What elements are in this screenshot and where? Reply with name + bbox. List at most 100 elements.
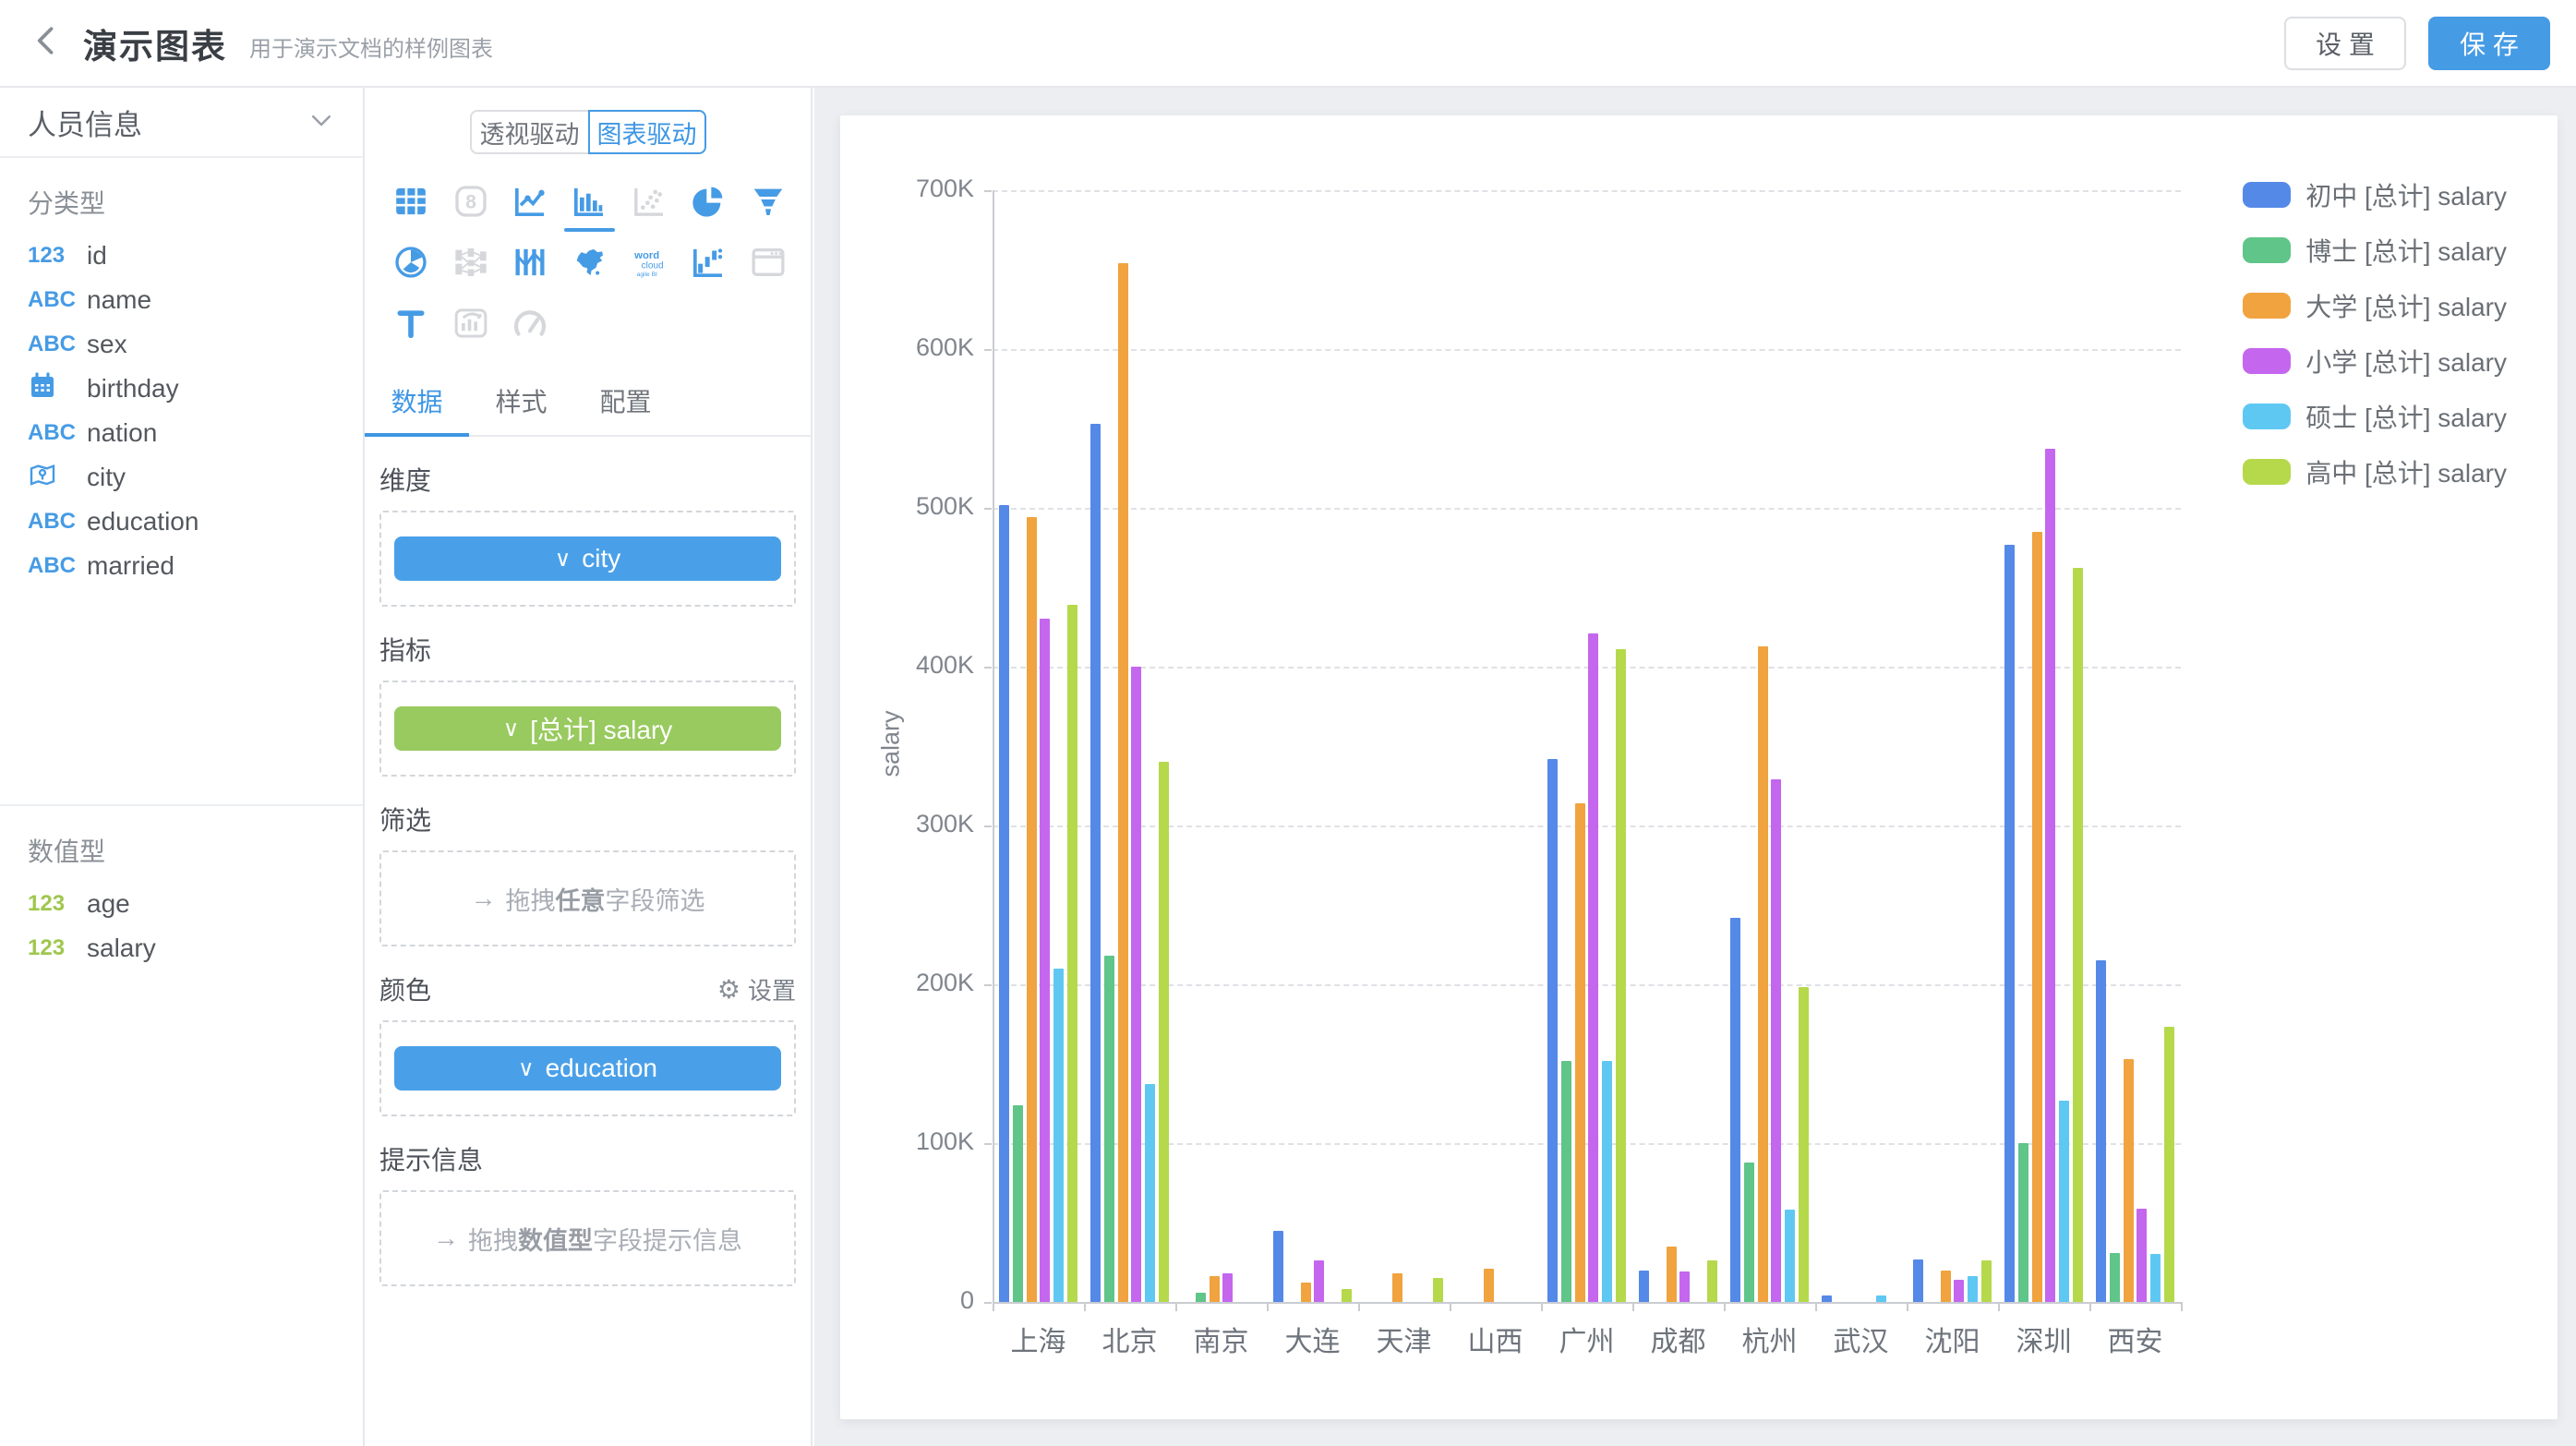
chevron-down-icon[interactable]: ∨ xyxy=(517,1055,535,1081)
bar[interactable] xyxy=(1547,759,1558,1302)
dimension-dropzone[interactable]: ∨ city xyxy=(379,511,796,607)
mode-tab-chart[interactable]: 图表驱动 xyxy=(587,110,706,154)
bar[interactable] xyxy=(2150,1254,2161,1302)
sidebar-field-education[interactable]: ABC education xyxy=(0,500,363,544)
bar[interactable] xyxy=(1602,1061,1612,1302)
bar[interactable] xyxy=(2124,1059,2134,1302)
tab-data[interactable]: 数据 xyxy=(365,368,469,437)
word-cloud-icon[interactable]: word cloud agile BI xyxy=(620,232,679,293)
metric-pill-salary[interactable]: ∨ [总计] salary xyxy=(394,706,781,751)
legend-item[interactable]: 小学 [总计] salary xyxy=(2243,343,2507,380)
bar[interactable] xyxy=(1941,1271,1951,1302)
bar[interactable] xyxy=(1561,1061,1571,1302)
bar[interactable] xyxy=(2073,568,2083,1302)
bar[interactable] xyxy=(1758,646,1768,1302)
bar[interactable] xyxy=(1679,1271,1690,1302)
china-map-icon[interactable] xyxy=(560,232,619,293)
legend-item[interactable]: 大学 [总计] salary xyxy=(2243,287,2507,324)
bar[interactable] xyxy=(1799,987,1809,1302)
back-button[interactable] xyxy=(26,23,66,64)
bar[interactable] xyxy=(1616,649,1626,1302)
radar-chart-icon[interactable] xyxy=(381,232,440,293)
chevron-down-icon[interactable]: ∨ xyxy=(554,546,572,572)
bar[interactable] xyxy=(1145,1084,1155,1302)
bar[interactable] xyxy=(1013,1105,1023,1302)
bar[interactable] xyxy=(1913,1259,1923,1302)
metric-dropzone[interactable]: ∨ [总计] salary xyxy=(379,681,796,777)
bar[interactable] xyxy=(1484,1269,1494,1302)
sidebar-field-city[interactable]: city xyxy=(0,455,363,500)
legend-item[interactable]: 博士 [总计] salary xyxy=(2243,232,2507,269)
bar[interactable] xyxy=(1301,1283,1311,1302)
color-settings-button[interactable]: ⚙ 设置 xyxy=(716,974,796,1005)
bar[interactable] xyxy=(1314,1260,1324,1302)
bar[interactable] xyxy=(1588,633,1598,1302)
bar[interactable] xyxy=(2096,960,2106,1302)
bar[interactable] xyxy=(2045,449,2055,1302)
bar[interactable] xyxy=(2059,1101,2069,1302)
bar[interactable] xyxy=(2004,545,2015,1302)
line-chart-icon[interactable] xyxy=(500,171,560,232)
filter-dropzone[interactable]: → 拖拽任意字段筛选 xyxy=(379,850,796,946)
bar[interactable] xyxy=(2137,1209,2147,1302)
bar[interactable] xyxy=(1667,1247,1677,1302)
bar[interactable] xyxy=(1954,1280,1964,1302)
bar[interactable] xyxy=(1744,1163,1754,1302)
sidebar-field-married[interactable]: ABC married xyxy=(0,544,363,588)
save-button[interactable]: 保 存 xyxy=(2428,16,2550,70)
legend-item[interactable]: 高中 [总计] salary xyxy=(2243,453,2507,490)
tooltip-dropzone[interactable]: → 拖拽数值型字段提示信息 xyxy=(379,1190,796,1286)
table-icon[interactable] xyxy=(381,171,440,232)
dimension-pill-city[interactable]: ∨ city xyxy=(394,536,781,581)
sidebar-field-birthday[interactable]: birthday xyxy=(0,367,363,411)
sidebar-field-age[interactable]: 123 age xyxy=(0,882,363,926)
tab-config[interactable]: 配置 xyxy=(599,388,652,416)
mode-tab-pivot[interactable]: 透视驱动 xyxy=(469,110,588,154)
dataset-selector[interactable]: 人员信息 xyxy=(0,88,363,158)
bar[interactable] xyxy=(1730,918,1740,1302)
chevron-down-icon[interactable]: ∨ xyxy=(502,716,520,741)
bar[interactable] xyxy=(2032,532,2042,1302)
bar[interactable] xyxy=(1822,1295,1832,1302)
bar[interactable] xyxy=(1771,779,1781,1302)
funnel-chart-icon[interactable] xyxy=(739,171,798,232)
bar[interactable] xyxy=(1876,1295,1886,1302)
bar[interactable] xyxy=(1090,424,1101,1302)
color-pill-education[interactable]: ∨ education xyxy=(394,1046,781,1091)
color-dropzone[interactable]: ∨ education xyxy=(379,1020,796,1116)
sidebar-field-name[interactable]: ABC name xyxy=(0,278,363,322)
text-chart-icon[interactable] xyxy=(381,293,440,354)
bar[interactable] xyxy=(1707,1260,1717,1302)
bar[interactable] xyxy=(1968,1276,1978,1302)
bar[interactable] xyxy=(1273,1231,1283,1302)
bar[interactable] xyxy=(2110,1253,2120,1302)
pie-chart-icon[interactable] xyxy=(679,171,738,232)
bar[interactable] xyxy=(1159,762,1169,1302)
bar[interactable] xyxy=(1118,263,1128,1302)
bar[interactable] xyxy=(1981,1260,1992,1302)
bar[interactable] xyxy=(1053,969,1064,1302)
bar[interactable] xyxy=(1131,667,1141,1302)
bar[interactable] xyxy=(1575,803,1585,1302)
legend-item[interactable]: 初中 [总计] salary xyxy=(2243,176,2507,213)
bar[interactable] xyxy=(2164,1027,2174,1302)
bar[interactable] xyxy=(1785,1210,1795,1302)
bar[interactable] xyxy=(1040,619,1050,1302)
waterfall-chart-icon[interactable] xyxy=(679,232,738,293)
bar[interactable] xyxy=(1433,1278,1443,1302)
tab-style[interactable]: 样式 xyxy=(495,388,548,416)
bar[interactable] xyxy=(1392,1273,1402,1302)
bar-chart-icon[interactable] xyxy=(560,171,619,232)
bar[interactable] xyxy=(1210,1276,1220,1302)
sidebar-field-id[interactable]: 123 id xyxy=(0,234,363,278)
bar[interactable] xyxy=(1027,517,1037,1302)
sidebar-field-sex[interactable]: ABC sex xyxy=(0,322,363,367)
settings-button[interactable]: 设 置 xyxy=(2284,16,2406,70)
bar[interactable] xyxy=(1342,1289,1352,1302)
bar[interactable] xyxy=(1067,605,1077,1302)
legend-item[interactable]: 硕士 [总计] salary xyxy=(2243,398,2507,435)
bar[interactable] xyxy=(1104,956,1114,1302)
bar[interactable] xyxy=(999,505,1009,1302)
bar[interactable] xyxy=(1639,1271,1649,1302)
sidebar-field-salary[interactable]: 123 salary xyxy=(0,926,363,970)
